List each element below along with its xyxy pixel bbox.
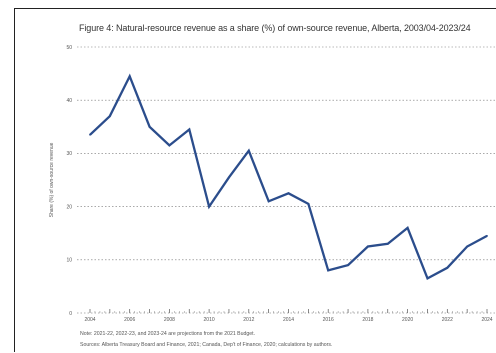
chart-note: Note: 2021-22, 2022-23, and 2023-24 are …	[80, 331, 256, 337]
y-tick-label: 0	[69, 311, 72, 317]
chart-sources: Sources: Alberta Treasury Board and Fina…	[80, 342, 333, 348]
data-point	[327, 269, 330, 272]
x-tick-label: 2008	[164, 317, 175, 323]
chart-title: Figure 4: Natural-resource revenue as a …	[79, 23, 471, 33]
x-tick-label: 2014	[283, 317, 294, 323]
x-tick-label: 2006	[124, 317, 135, 323]
y-tick-label: 10	[66, 258, 72, 264]
x-tick-label: 2010	[204, 317, 215, 323]
data-point	[307, 203, 310, 205]
data-point	[287, 192, 290, 195]
data-point	[347, 264, 349, 267]
x-tick-label: 2024	[481, 317, 492, 323]
x-tick-label: 2016	[323, 317, 334, 323]
y-tick-label: 20	[66, 204, 72, 210]
data-point	[367, 245, 369, 248]
data-point	[267, 200, 270, 203]
x-tick-label: 2018	[362, 317, 373, 323]
data-point	[446, 266, 449, 269]
x-tick-label: 2020	[402, 317, 413, 323]
data-point	[148, 125, 151, 128]
chart-figure: Figure 4: Natural-resource revenue as a …	[14, 8, 496, 352]
data-point	[188, 128, 191, 131]
data-point	[486, 234, 488, 237]
line-chart: 0 10 20 30 40 50 2004 2006 2008 2010 2012 2014 2016 2…	[49, 45, 496, 323]
data-point	[89, 133, 91, 136]
data-point	[108, 115, 111, 118]
x-tick-label: 2004	[84, 317, 95, 323]
data-point	[168, 144, 171, 147]
x-tick-label: 2012	[243, 317, 254, 323]
data-point	[247, 149, 250, 152]
series-line	[89, 73, 488, 281]
data-point	[208, 205, 211, 208]
data-point	[128, 75, 131, 78]
data-point	[406, 226, 409, 229]
data-point	[228, 176, 230, 179]
x-tick-label: 2022	[442, 317, 453, 323]
y-axis-label: Share (%) of own-source revenue	[49, 142, 55, 217]
data-point	[466, 245, 469, 248]
data-point	[426, 277, 429, 280]
y-tick-label: 50	[66, 45, 72, 51]
y-tick-label: 30	[66, 151, 72, 157]
data-point	[386, 242, 389, 245]
y-tick-label: 40	[66, 98, 72, 104]
